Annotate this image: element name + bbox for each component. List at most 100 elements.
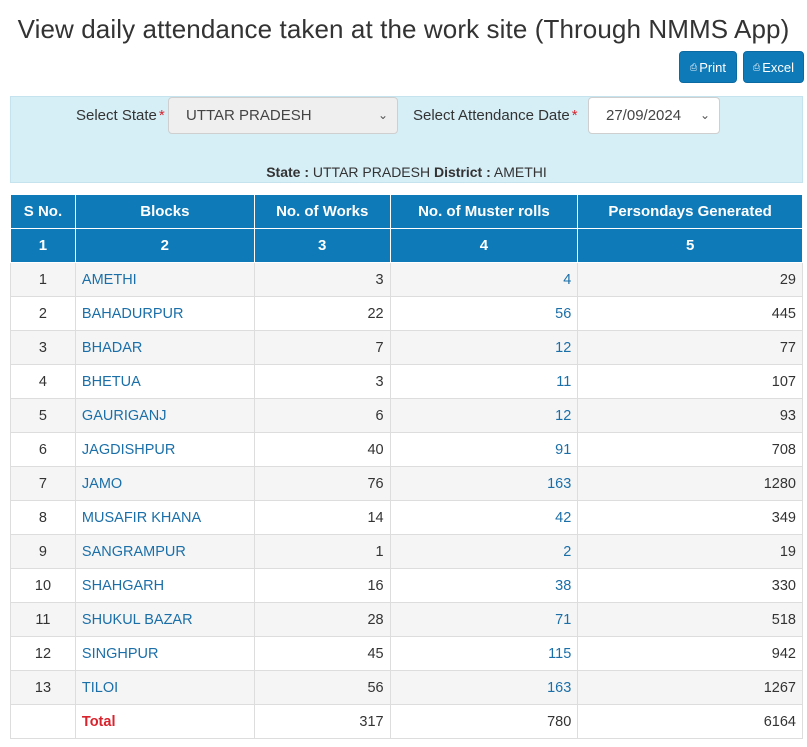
column-number: 2 [74,228,255,263]
persondays-value: 349 [577,500,803,535]
table-row: 13 TILOI 56 163 1267 [10,670,803,705]
table-row: 2 BAHADURPUR 22 56 445 [10,296,803,331]
state-select-value: UTTAR PRADESH [186,107,312,124]
persondays-value: 1280 [577,466,803,501]
header-sno: S No. [10,194,76,229]
table-row: 9 SANGRAMPUR 1 2 19 [10,534,803,569]
column-number: 5 [577,228,803,263]
block-link[interactable]: AMETHI [74,262,255,297]
total-label: Total [74,704,255,739]
row-sno: 5 [10,398,76,433]
block-link[interactable]: SINGHPUR [74,636,255,671]
chevron-down-icon: ⌄ [377,108,388,122]
persondays-value: 29 [577,262,803,297]
date-label: Select Attendance Date * [413,107,578,124]
persondays-value: 107 [577,364,803,399]
muster-rolls-link[interactable]: 11 [389,364,579,399]
block-link[interactable]: MUSAFIR KHANA [74,500,255,535]
muster-rolls-link[interactable]: 56 [389,296,579,331]
table-row: 3 BHADAR 7 12 77 [10,330,803,365]
muster-rolls-link[interactable]: 163 [389,670,579,705]
row-sno: 4 [10,364,76,399]
muster-rolls-link[interactable]: 163 [389,466,579,501]
table-row: 1 AMETHI 3 4 29 [10,262,803,297]
table-row: 10 SHAHGARH 16 38 330 [10,568,803,603]
block-link[interactable]: TILOI [74,670,255,705]
works-count: 28 [253,602,391,637]
row-sno: 6 [10,432,76,467]
summary-state-label: State : [266,164,309,180]
date-select-value: 27/09/2024 [606,107,682,124]
total-sno [10,704,76,739]
works-count: 76 [253,466,391,501]
muster-rolls-link[interactable]: 2 [389,534,579,569]
works-count: 14 [253,500,391,535]
selection-summary: State : UTTAR PRADESH District : AMETHI [11,164,802,180]
date-select[interactable]: 27/09/2024 ⌄ [588,97,720,134]
row-sno: 11 [10,602,76,637]
row-sno: 10 [10,568,76,603]
table-row: 12 SINGHPUR 45 115 942 [10,636,803,671]
muster-rolls-link[interactable]: 42 [389,500,579,535]
column-number: 3 [253,228,391,263]
column-number: 1 [10,228,76,263]
row-sno: 8 [10,500,76,535]
works-count: 7 [253,330,391,365]
works-count: 45 [253,636,391,671]
block-link[interactable]: BHADAR [74,330,255,365]
page-title: View daily attendance taken at the work … [17,14,790,44]
muster-rolls-link[interactable]: 115 [389,636,579,671]
total-works: 317 [253,704,391,739]
table-row: 5 GAURIGANJ 6 12 93 [10,398,803,433]
column-number-row: 1 2 3 4 5 [10,228,803,263]
row-sno: 1 [10,262,76,297]
row-sno: 9 [10,534,76,569]
print-button[interactable]: ⎙ Print [679,51,737,83]
muster-rolls-link[interactable]: 12 [389,398,579,433]
block-link[interactable]: SHUKUL BAZAR [74,602,255,637]
table-row: 11 SHUKUL BAZAR 28 71 518 [10,602,803,637]
block-link[interactable]: SANGRAMPUR [74,534,255,569]
works-count: 40 [253,432,391,467]
table-row: 8 MUSAFIR KHANA 14 42 349 [10,500,803,535]
table-row: 7 JAMO 76 163 1280 [10,466,803,501]
block-link[interactable]: GAURIGANJ [74,398,255,433]
block-link[interactable]: JAMO [74,466,255,501]
row-sno: 12 [10,636,76,671]
works-count: 3 [253,262,391,297]
persondays-value: 942 [577,636,803,671]
persondays-value: 445 [577,296,803,331]
works-count: 3 [253,364,391,399]
header-musters: No. of Muster rolls [389,194,579,229]
summary-district-label: District : [433,164,491,180]
works-count: 16 [253,568,391,603]
header-row: S No. Blocks No. of Works No. of Muster … [10,194,803,229]
filter-panel: Select State * UTTAR PRADESH ⌄ Select Att… [10,96,803,183]
table-row: 4 BHETUA 3 11 107 [10,364,803,399]
muster-rolls-link[interactable]: 4 [389,262,579,297]
excel-button[interactable]: ⎙ Excel [743,51,804,83]
print-icon: ⎙ [690,61,698,72]
summary-state-value: UTTAR PRADESH [312,164,431,180]
excel-label: Excel [762,59,794,75]
persondays-value: 330 [577,568,803,603]
print-label: Print [699,59,726,75]
works-count: 6 [253,398,391,433]
required-mark: * [571,107,578,124]
header-blocks: Blocks [74,194,255,229]
muster-rolls-link[interactable]: 71 [389,602,579,637]
block-link[interactable]: BHETUA [74,364,255,399]
muster-rolls-link[interactable]: 38 [389,568,579,603]
block-link[interactable]: JAGDISHPUR [74,432,255,467]
required-mark: * [158,107,165,124]
state-select[interactable]: UTTAR PRADESH ⌄ [168,97,398,134]
row-sno: 7 [10,466,76,501]
block-link[interactable]: BAHADURPUR [74,296,255,331]
works-count: 22 [253,296,391,331]
muster-rolls-link[interactable]: 91 [389,432,579,467]
total-musters: 780 [389,704,579,739]
block-link[interactable]: SHAHGARH [74,568,255,603]
muster-rolls-link[interactable]: 12 [389,330,579,365]
attendance-table: S No. Blocks No. of Works No. of Muster … [10,194,803,739]
chevron-down-icon: ⌄ [699,108,710,122]
